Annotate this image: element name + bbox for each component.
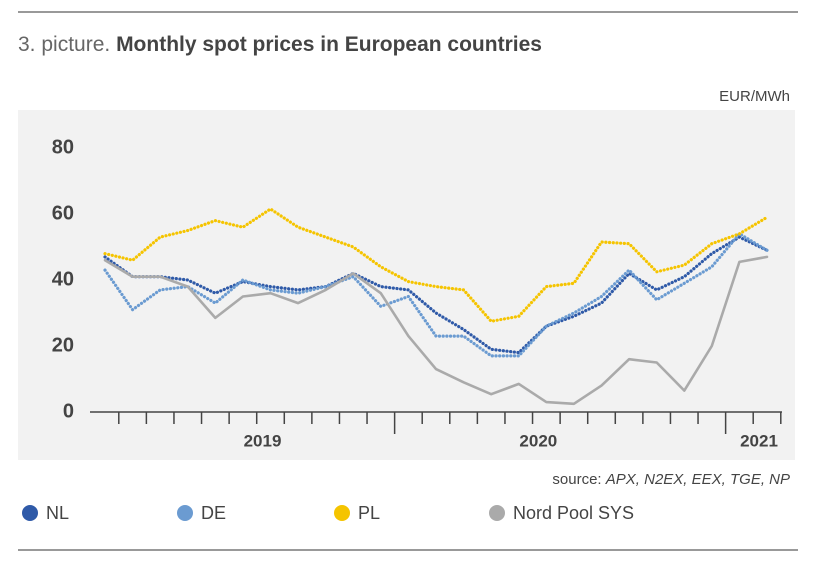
series-line xyxy=(103,255,769,406)
series-line xyxy=(103,235,769,355)
x-tick-label: 2021 xyxy=(740,431,778,450)
plot-background xyxy=(18,110,795,460)
legend-swatch xyxy=(177,505,193,521)
y-tick-label: 40 xyxy=(52,268,74,290)
source: source: APX, N2EX, EEX, TGE, NP xyxy=(552,471,790,488)
y-tick-label: 0 xyxy=(63,400,74,422)
title-prefix: 3. picture. xyxy=(18,33,110,56)
legend-label: DE xyxy=(201,503,226,523)
unit-label: EUR/MWh xyxy=(719,88,790,105)
legend-label: Nord Pool SYS xyxy=(513,503,634,523)
legend-swatch xyxy=(334,505,350,521)
x-tick-label: 2020 xyxy=(519,431,557,450)
legend-swatch xyxy=(22,505,38,521)
y-tick-label: 20 xyxy=(52,334,74,356)
y-tick-label: 80 xyxy=(52,136,74,158)
legend-swatch xyxy=(489,505,505,521)
chart-title: 3. picture. Monthly spot prices in Europ… xyxy=(18,33,542,56)
series-line xyxy=(103,232,769,358)
x-tick-label: 2019 xyxy=(244,431,282,450)
legend-label: NL xyxy=(46,503,69,523)
source-list: APX, N2EX, EEX, TGE, NP xyxy=(605,471,790,488)
series-line xyxy=(103,207,769,323)
title: Monthly spot prices in European countrie… xyxy=(116,33,542,56)
legend-label: PL xyxy=(358,503,380,523)
y-tick-label: 60 xyxy=(52,202,74,224)
source-prefix: source: xyxy=(552,471,601,488)
